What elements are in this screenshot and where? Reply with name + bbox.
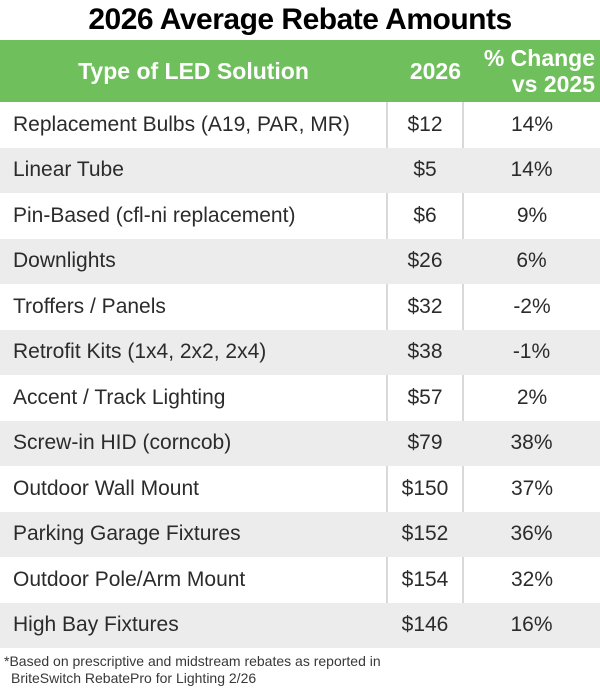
table-row: High Bay Fixtures $146 16% bbox=[0, 602, 600, 648]
table-row: Retrofit Kits (1x4, 2x2, 2x4) $38 -1% bbox=[0, 329, 600, 375]
change-cell: 36% bbox=[510, 522, 553, 546]
amount-cell: $79 bbox=[407, 431, 443, 455]
change-cell: 9% bbox=[462, 193, 600, 239]
table-row: Accent / Track Lighting $57 2% bbox=[0, 375, 600, 421]
amount-cell: $38 bbox=[407, 340, 443, 364]
rebate-table: Type of LED Solution 2026 % Change vs 20… bbox=[0, 40, 600, 648]
header-change-line1: % Change bbox=[483, 45, 595, 71]
header-change: % Change vs 2025 bbox=[463, 40, 600, 102]
change-cell: 14% bbox=[510, 158, 553, 182]
solution-cell: High Bay Fixtures bbox=[13, 613, 179, 637]
amount-cell: $12 bbox=[386, 102, 463, 148]
solution-cell: Troffers / Panels bbox=[13, 294, 166, 318]
solution-cell: Outdoor Wall Mount bbox=[13, 476, 199, 500]
table-row: Linear Tube $5 14% bbox=[0, 147, 600, 193]
footnote-line1: *Based on prescriptive and midstream reb… bbox=[4, 653, 381, 669]
change-cell: 14% bbox=[462, 102, 600, 148]
header-change-line2: vs 2025 bbox=[511, 71, 595, 97]
header-row: Type of LED Solution 2026 % Change vs 20… bbox=[0, 40, 600, 102]
solution-cell: Replacement Bulbs (A19, PAR, MR) bbox=[13, 112, 350, 136]
solution-cell: Screw-in HID (corncob) bbox=[13, 431, 232, 455]
footnote: *Based on prescriptive and midstream reb… bbox=[0, 648, 600, 687]
footnote-line2: BriteSwitch RebatePro for Lighting 2/26 bbox=[11, 670, 257, 686]
amount-cell: $150 bbox=[386, 466, 463, 512]
table-row: Replacement Bulbs (A19, PAR, MR) $12 14% bbox=[0, 102, 600, 148]
header-solution: Type of LED Solution bbox=[0, 40, 387, 102]
solution-cell: Outdoor Pole/Arm Mount bbox=[13, 567, 246, 591]
solution-cell: Retrofit Kits (1x4, 2x2, 2x4) bbox=[13, 340, 267, 364]
table-row: Downlights $26 6% bbox=[0, 238, 600, 284]
solution-cell: Downlights bbox=[13, 249, 116, 273]
change-cell: 37% bbox=[462, 466, 600, 512]
amount-cell: $26 bbox=[407, 249, 443, 273]
header-year: 2026 bbox=[387, 40, 463, 102]
amount-cell: $32 bbox=[386, 284, 463, 330]
change-cell: -1% bbox=[512, 340, 551, 364]
change-cell: 32% bbox=[462, 557, 600, 603]
solution-cell: Pin-Based (cfl-ni replacement) bbox=[13, 203, 296, 227]
amount-cell: $152 bbox=[401, 522, 449, 546]
change-cell: 16% bbox=[510, 613, 553, 637]
solution-cell: Accent / Track Lighting bbox=[13, 385, 226, 409]
amount-cell: $154 bbox=[386, 557, 463, 603]
solution-cell: Linear Tube bbox=[13, 158, 124, 182]
change-cell: 6% bbox=[516, 249, 547, 273]
table-row: Parking Garage Fixtures $152 36% bbox=[0, 511, 600, 557]
table-header: Type of LED Solution 2026 % Change vs 20… bbox=[0, 40, 600, 102]
rebate-table-body: Replacement Bulbs (A19, PAR, MR) $12 14%… bbox=[0, 102, 600, 648]
amount-cell: $146 bbox=[401, 613, 449, 637]
change-cell: -2% bbox=[462, 284, 600, 330]
page-title: 2026 Average Rebate Amounts bbox=[88, 3, 512, 36]
amount-cell: $5 bbox=[413, 158, 437, 182]
change-cell: 38% bbox=[510, 431, 553, 455]
table-row: Troffers / Panels $32 -2% bbox=[0, 284, 600, 330]
table-row: Pin-Based (cfl-ni replacement) $6 9% bbox=[0, 193, 600, 239]
change-cell: 2% bbox=[462, 375, 600, 421]
table-row: Outdoor Wall Mount $150 37% bbox=[0, 466, 600, 512]
amount-cell: $57 bbox=[386, 375, 463, 421]
table-row: Outdoor Pole/Arm Mount $154 32% bbox=[0, 557, 600, 603]
solution-cell: Parking Garage Fixtures bbox=[13, 522, 241, 546]
table-row: Screw-in HID (corncob) $79 38% bbox=[0, 420, 600, 466]
amount-cell: $6 bbox=[386, 193, 463, 239]
